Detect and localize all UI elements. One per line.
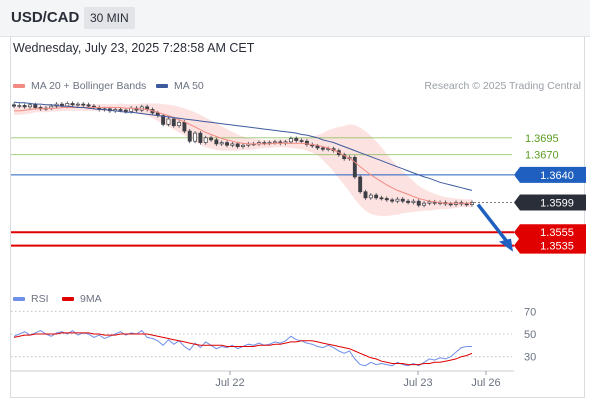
candle-body <box>203 137 208 143</box>
candle-body <box>294 138 299 141</box>
x-tick-label: Jul 23 <box>403 377 432 389</box>
forecast-arrow-shaft <box>476 203 509 243</box>
candle-body <box>187 130 192 142</box>
rsi-line <box>13 329 472 367</box>
candle-body <box>235 143 240 147</box>
candle-body <box>368 194 373 199</box>
candle-body <box>320 147 325 150</box>
candle-body <box>17 105 22 107</box>
candle-body <box>352 157 357 178</box>
level-label-1.3640: 1.3640 <box>540 170 574 182</box>
candle-body <box>230 143 235 146</box>
candle-body <box>225 142 229 146</box>
candle-body <box>198 132 203 143</box>
ma50-line <box>13 101 473 191</box>
chart-frame <box>10 36 585 398</box>
candle-body <box>123 109 128 112</box>
symbol-label: USD/CAD <box>11 9 80 26</box>
candle-body <box>448 203 453 206</box>
rsi-swatch <box>13 297 25 302</box>
candle-body <box>86 104 91 107</box>
candle-body <box>379 197 384 200</box>
candle-body <box>395 198 400 202</box>
candle-body <box>262 142 267 144</box>
candle-body <box>384 198 389 201</box>
candle-body <box>22 105 27 108</box>
level-tag-1.3599 <box>514 194 586 211</box>
candle-body <box>81 103 86 106</box>
timeframe-button[interactable]: 30 MIN <box>84 7 135 29</box>
candle-body <box>374 194 379 199</box>
rsi-tick-50: 50 <box>524 329 536 341</box>
candle-body <box>241 144 245 147</box>
legend-rsi-label: RSI <box>31 293 49 305</box>
candle-body <box>315 145 320 149</box>
candle-body <box>422 202 427 206</box>
timestamp: Wednesday, July 23, 2025 7:28:58 AM CET <box>13 41 255 55</box>
level-tag-1.3535 <box>514 237 586 254</box>
x-tick-label: Jul 22 <box>215 377 244 389</box>
level-tag-1.3555 <box>514 224 586 241</box>
candle-body <box>182 121 187 132</box>
candle-body <box>400 198 405 202</box>
candle-body <box>304 140 309 145</box>
credit-text: Research © 2025 Trading Central <box>424 80 581 92</box>
candle-body <box>161 115 166 125</box>
candle-body <box>358 176 363 193</box>
rsi-ma-swatch <box>62 297 74 302</box>
candle-body <box>209 137 213 141</box>
candle-body <box>118 109 123 111</box>
candle-body <box>464 203 469 206</box>
forecast-arrow-head <box>499 238 513 252</box>
rsi-tick-70: 70 <box>524 306 536 318</box>
top-bar: USD/CAD 30 MIN <box>0 0 590 37</box>
candle-body <box>326 148 331 150</box>
legend-ma50: MA 50 <box>156 80 204 92</box>
candle-body <box>166 118 171 125</box>
candle-body <box>219 142 224 145</box>
candle-body <box>390 199 395 202</box>
bollinger-band-area <box>14 103 472 216</box>
candle-body <box>411 200 416 203</box>
candle-body <box>416 200 421 206</box>
level-label-1.3670: 1.3670 <box>525 150 559 162</box>
level-label-1.3535: 1.3535 <box>540 241 574 253</box>
candle-body <box>33 104 38 108</box>
candle-body <box>299 140 304 142</box>
ma20-line <box>14 107 472 204</box>
candle-body <box>177 121 182 127</box>
rsi-tick-30: 30 <box>524 352 536 364</box>
candle-body <box>214 139 219 145</box>
ma50-swatch <box>156 84 168 89</box>
x-tick-label: Jul 26 <box>471 377 500 389</box>
candle-body <box>288 138 293 143</box>
candle-body <box>363 191 368 199</box>
legend-ma50-label: MA 50 <box>174 80 204 92</box>
legend-rsi-ma: 9MA <box>62 293 102 305</box>
candle-body <box>28 104 32 108</box>
level-label-1.3599: 1.3599 <box>540 198 574 210</box>
candle-body <box>12 104 16 107</box>
legend-ma20: MA 20 + Bollinger Bands <box>13 80 146 92</box>
ma20-swatch <box>13 84 25 89</box>
candle-body <box>75 103 80 106</box>
candle-body <box>193 132 198 142</box>
candle-body <box>171 118 176 127</box>
legend-rsi-ma-label: 9MA <box>80 293 102 305</box>
candle-body <box>406 200 411 203</box>
legend-rsi: RSI <box>13 293 49 305</box>
level-label-1.3695: 1.3695 <box>525 133 559 145</box>
candle-body <box>70 103 75 106</box>
legend-ma20-label: MA 20 + Bollinger Bands <box>31 80 147 92</box>
level-label-1.3555: 1.3555 <box>540 227 574 239</box>
candle-body <box>427 201 432 204</box>
level-tag-1.3640 <box>514 166 586 183</box>
rsi-ma-line <box>13 332 473 366</box>
